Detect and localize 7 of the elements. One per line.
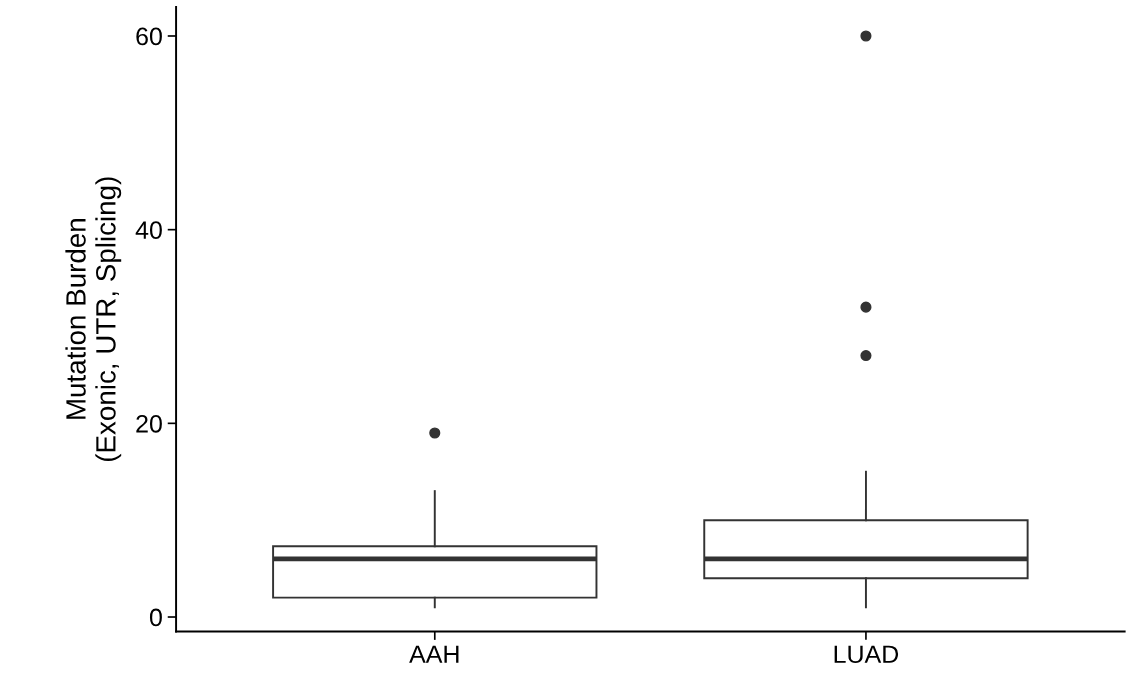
y-tick-label: 20 — [136, 414, 162, 433]
x-tick-label: LUAD — [834, 645, 899, 664]
y-tick-label: 60 — [136, 27, 162, 46]
y-tick-label: 40 — [135, 221, 162, 239]
y-axis-title: Mutation Burden (Exonic, UTR, Splicing) — [65, 177, 122, 462]
y-tick-label: 0 — [149, 608, 162, 627]
x-tick-label: AAH — [409, 645, 459, 663]
